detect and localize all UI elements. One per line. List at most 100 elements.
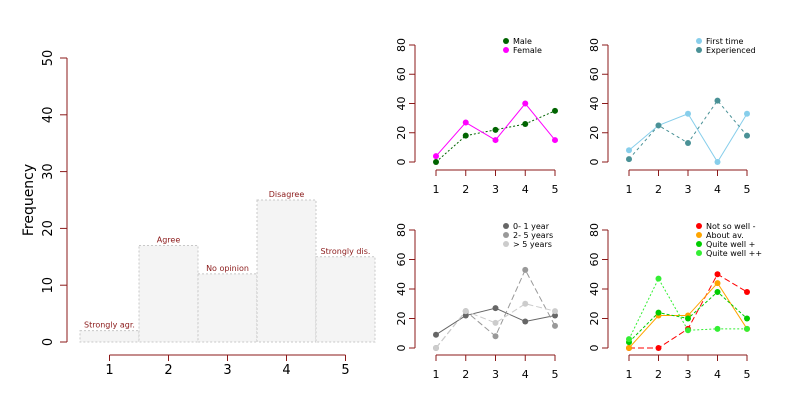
data-point bbox=[714, 271, 721, 278]
data-point bbox=[744, 288, 750, 295]
legend-marker bbox=[696, 232, 702, 238]
data-point bbox=[552, 308, 558, 315]
data-point bbox=[433, 345, 439, 351]
legend-marker bbox=[696, 38, 702, 44]
y-tick-label: 80 bbox=[395, 223, 408, 237]
x-tick-label: 4 bbox=[714, 183, 721, 196]
x-tick-label: 1 bbox=[626, 368, 633, 381]
x-tick-label: 3 bbox=[223, 363, 231, 378]
data-point bbox=[655, 345, 662, 351]
x-tick-label: 3 bbox=[492, 183, 499, 196]
data-point bbox=[492, 319, 499, 326]
data-point bbox=[714, 325, 721, 332]
data-point bbox=[462, 308, 469, 315]
data-point bbox=[433, 153, 439, 160]
data-point bbox=[685, 110, 691, 117]
data-point bbox=[744, 325, 750, 332]
x-tick-label: 1 bbox=[626, 183, 633, 196]
x-tick-label: 2 bbox=[462, 183, 469, 196]
x-tick-label: 2 bbox=[462, 368, 469, 381]
y-tick-label: 60 bbox=[395, 253, 408, 267]
x-tick-label: 5 bbox=[744, 183, 751, 196]
y-axis-label: Frequency bbox=[21, 164, 37, 236]
legend-label: Quite well + bbox=[706, 240, 755, 249]
x-tick-label: 4 bbox=[714, 368, 721, 381]
data-point bbox=[552, 107, 558, 114]
legend-label: First time bbox=[706, 37, 744, 46]
bar bbox=[138, 244, 199, 343]
legend-marker bbox=[503, 241, 509, 247]
y-tick-label: 0 bbox=[41, 338, 56, 346]
x-tick-label: 3 bbox=[492, 368, 499, 381]
data-point bbox=[522, 100, 529, 107]
bar-label: Disagree bbox=[269, 190, 305, 199]
x-tick-label: 5 bbox=[341, 363, 349, 378]
x-tick-label: 3 bbox=[685, 368, 692, 381]
y-tick-label: 40 bbox=[395, 282, 408, 296]
data-point bbox=[492, 126, 499, 133]
series-line bbox=[628, 277, 747, 340]
legend-marker bbox=[503, 223, 509, 229]
y-tick-label: 20 bbox=[588, 126, 601, 140]
y-tick-label: 80 bbox=[395, 38, 408, 52]
y-tick-label: 80 bbox=[588, 38, 601, 52]
legend-label: Male bbox=[513, 37, 532, 46]
legend-label: Female bbox=[513, 46, 542, 55]
data-point bbox=[433, 159, 439, 165]
data-point bbox=[433, 331, 439, 338]
bar-chart-frequency: 0 10 20 30 40 50 Frequency 1 2 3 4 5 Strongly agr. Ag… bbox=[21, 50, 376, 378]
legend-label: Quite well ++ bbox=[706, 249, 762, 258]
y-tick-label: 80 bbox=[588, 223, 601, 237]
data-point bbox=[744, 315, 750, 322]
x-tick-label: 2 bbox=[655, 368, 662, 381]
y-tick-label: 10 bbox=[41, 277, 56, 294]
bar bbox=[197, 273, 258, 343]
data-point bbox=[685, 315, 691, 322]
data-point bbox=[492, 305, 499, 312]
y-tick-label: 20 bbox=[395, 312, 408, 326]
series-line bbox=[629, 273, 748, 349]
x-tick-label: 2 bbox=[655, 183, 662, 196]
data-point bbox=[655, 275, 662, 282]
data-point bbox=[626, 156, 632, 163]
y-tick-label: 20 bbox=[588, 312, 601, 326]
data-point bbox=[626, 147, 632, 154]
data-point bbox=[522, 318, 529, 325]
data-point bbox=[462, 132, 469, 139]
bar-label: Agree bbox=[157, 235, 181, 244]
y-tick-label: 40 bbox=[395, 97, 408, 111]
y-tick-label: 50 bbox=[41, 50, 56, 67]
x-tick-label: 1 bbox=[433, 368, 440, 381]
x-tick-label: 1 bbox=[105, 363, 113, 378]
y-tick-label: 40 bbox=[588, 97, 601, 111]
legend-marker bbox=[503, 232, 509, 238]
legend-marker bbox=[696, 241, 702, 247]
data-point bbox=[522, 300, 529, 307]
data-point bbox=[714, 159, 721, 165]
x-tick-label: 3 bbox=[685, 183, 692, 196]
series-line bbox=[628, 113, 748, 163]
data-point bbox=[685, 327, 691, 334]
y-tick-label: 0 bbox=[588, 159, 601, 166]
x-tick-label: 5 bbox=[552, 183, 559, 196]
x-tick-label: 4 bbox=[522, 183, 529, 196]
y-tick-label: 60 bbox=[588, 67, 601, 81]
data-point bbox=[714, 288, 721, 295]
y-tick-label: 0 bbox=[395, 345, 408, 352]
y-tick-label: 0 bbox=[588, 345, 601, 352]
data-point bbox=[655, 309, 662, 316]
x-tick-label: 2 bbox=[164, 363, 172, 378]
y-tick-label: 40 bbox=[41, 107, 56, 124]
data-point bbox=[714, 280, 721, 287]
y-tick-label: 20 bbox=[395, 126, 408, 140]
data-point bbox=[714, 97, 721, 104]
legend-marker bbox=[503, 38, 509, 44]
bar-label: Strongly dis. bbox=[321, 247, 371, 256]
x-tick-label: 4 bbox=[522, 368, 529, 381]
legend-label: Not so well - bbox=[706, 222, 756, 231]
x-tick-label: 4 bbox=[282, 363, 290, 378]
